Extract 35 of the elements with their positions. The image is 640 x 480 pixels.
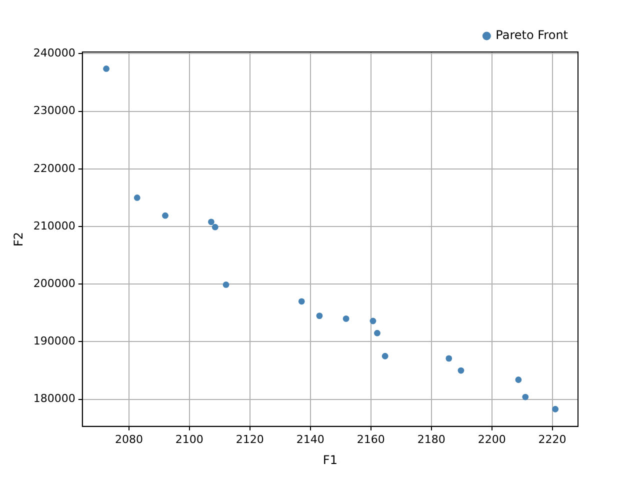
- point: [374, 330, 380, 336]
- x-axis-title: F1: [322, 452, 338, 467]
- y-tick-label: 200000: [33, 276, 76, 290]
- x-tick-label: 2220: [538, 432, 566, 446]
- x-tick-label: 2080: [114, 432, 143, 446]
- point: [522, 394, 529, 400]
- legend-label: Pareto Front: [496, 28, 568, 42]
- point: [382, 352, 388, 360]
- point: [316, 312, 323, 320]
- x-tick-label: 2120: [236, 432, 264, 446]
- y-tick-label: 240000: [33, 46, 76, 60]
- point: [552, 406, 559, 412]
- point: [212, 224, 218, 230]
- point: [515, 376, 522, 383]
- x-tick-label: 2160: [356, 432, 385, 446]
- x-tick-label: 2140: [296, 432, 324, 446]
- point: [370, 318, 376, 324]
- y-tick-label: 230000: [33, 104, 76, 118]
- point: [222, 282, 230, 288]
- point: [162, 212, 168, 219]
- x-tick-label: 2180: [417, 432, 446, 446]
- y-tick-label: 220000: [33, 162, 76, 175]
- point: [446, 355, 452, 362]
- point: [103, 66, 110, 72]
- point: [298, 298, 305, 305]
- point: [134, 194, 140, 201]
- x-tick-label: 2100: [175, 432, 204, 446]
- point: [208, 218, 214, 226]
- y-tick-label: 210000: [33, 219, 76, 232]
- y-tick-label: 180000: [33, 392, 76, 406]
- y-tick-label: 190000: [33, 334, 76, 348]
- point: [458, 367, 464, 374]
- point: [342, 315, 350, 322]
- y-axis-title: F2: [11, 232, 26, 246]
- x-tick-label: 2200: [478, 432, 506, 446]
